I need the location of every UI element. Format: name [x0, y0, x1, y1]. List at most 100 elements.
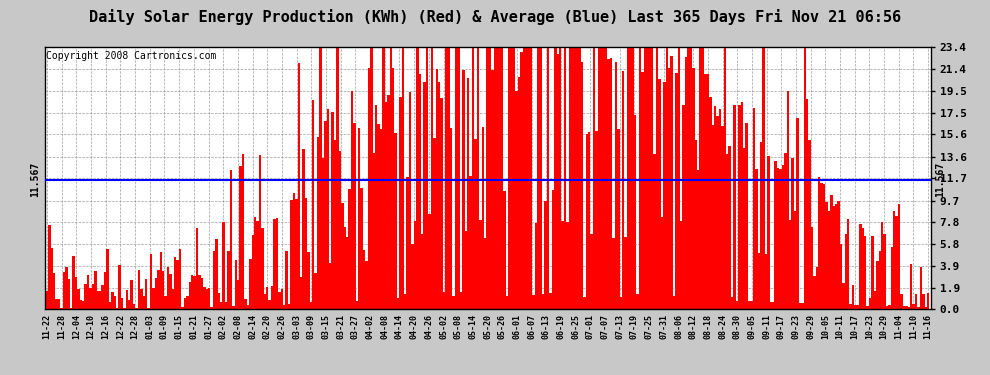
Bar [288, 304, 290, 309]
Bar [46, 291, 49, 309]
Bar [883, 234, 886, 309]
Bar [588, 132, 590, 309]
Bar [668, 68, 670, 309]
Bar [612, 238, 615, 309]
Bar [382, 47, 385, 309]
Bar [380, 129, 382, 309]
Bar [530, 47, 533, 309]
Bar [615, 62, 617, 309]
Bar [663, 82, 665, 309]
Bar [409, 92, 411, 309]
Bar [218, 294, 220, 309]
Bar [365, 261, 367, 309]
Bar [372, 153, 375, 309]
Bar [436, 69, 438, 309]
Bar [844, 234, 847, 309]
Bar [561, 220, 564, 309]
Bar [329, 263, 332, 309]
Bar [196, 228, 198, 309]
Bar [290, 200, 293, 309]
Bar [258, 154, 261, 309]
Bar [79, 300, 82, 309]
Bar [119, 265, 121, 309]
Bar [166, 267, 169, 309]
Bar [332, 112, 334, 309]
Bar [203, 286, 206, 309]
Bar [152, 288, 154, 309]
Bar [675, 73, 677, 309]
Bar [818, 177, 821, 309]
Bar [747, 301, 750, 309]
Bar [334, 140, 337, 309]
Bar [438, 82, 441, 309]
Bar [922, 294, 925, 309]
Bar [687, 47, 690, 309]
Bar [136, 308, 138, 309]
Bar [680, 221, 682, 309]
Bar [891, 248, 893, 309]
Bar [479, 220, 481, 309]
Bar [201, 278, 203, 309]
Bar [302, 149, 305, 309]
Bar [554, 47, 556, 309]
Bar [900, 294, 903, 309]
Bar [295, 199, 298, 309]
Bar [186, 296, 188, 309]
Bar [75, 277, 77, 309]
Bar [283, 305, 285, 309]
Bar [138, 270, 141, 309]
Bar [789, 220, 791, 309]
Bar [544, 201, 546, 309]
Bar [794, 211, 796, 309]
Bar [528, 47, 530, 309]
Bar [905, 306, 908, 309]
Text: Daily Solar Energy Production (KWh) (Red) & Average (Blue) Last 365 Days Fri Nov: Daily Solar Energy Production (KWh) (Red… [89, 9, 901, 26]
Bar [925, 307, 927, 309]
Bar [424, 82, 426, 309]
Bar [692, 68, 695, 309]
Bar [245, 299, 247, 309]
Bar [99, 291, 101, 309]
Bar [644, 47, 646, 309]
Bar [211, 307, 213, 309]
Bar [198, 275, 201, 309]
Bar [499, 47, 501, 309]
Bar [57, 299, 60, 309]
Bar [714, 105, 717, 309]
Bar [508, 47, 511, 309]
Bar [324, 121, 327, 309]
Bar [630, 47, 632, 309]
Bar [767, 156, 769, 309]
Bar [385, 102, 387, 309]
Bar [67, 279, 70, 309]
Bar [646, 48, 648, 309]
Bar [801, 303, 804, 309]
Bar [494, 47, 496, 309]
Bar [620, 297, 622, 309]
Bar [828, 211, 831, 309]
Bar [721, 126, 724, 309]
Bar [866, 306, 869, 309]
Bar [87, 275, 89, 309]
Bar [787, 91, 789, 309]
Bar [273, 219, 276, 309]
Bar [742, 148, 745, 309]
Bar [375, 105, 377, 309]
Bar [503, 191, 506, 309]
Bar [779, 169, 782, 309]
Bar [242, 154, 245, 309]
Bar [750, 301, 752, 309]
Bar [128, 300, 131, 309]
Bar [653, 154, 655, 309]
Bar [399, 97, 402, 309]
Bar [784, 153, 787, 309]
Bar [516, 91, 518, 309]
Bar [472, 47, 474, 309]
Bar [271, 286, 273, 309]
Bar [469, 177, 472, 309]
Bar [149, 254, 152, 309]
Bar [426, 47, 429, 309]
Bar [831, 195, 833, 309]
Text: 11.567: 11.567 [935, 162, 945, 197]
Bar [169, 274, 171, 309]
